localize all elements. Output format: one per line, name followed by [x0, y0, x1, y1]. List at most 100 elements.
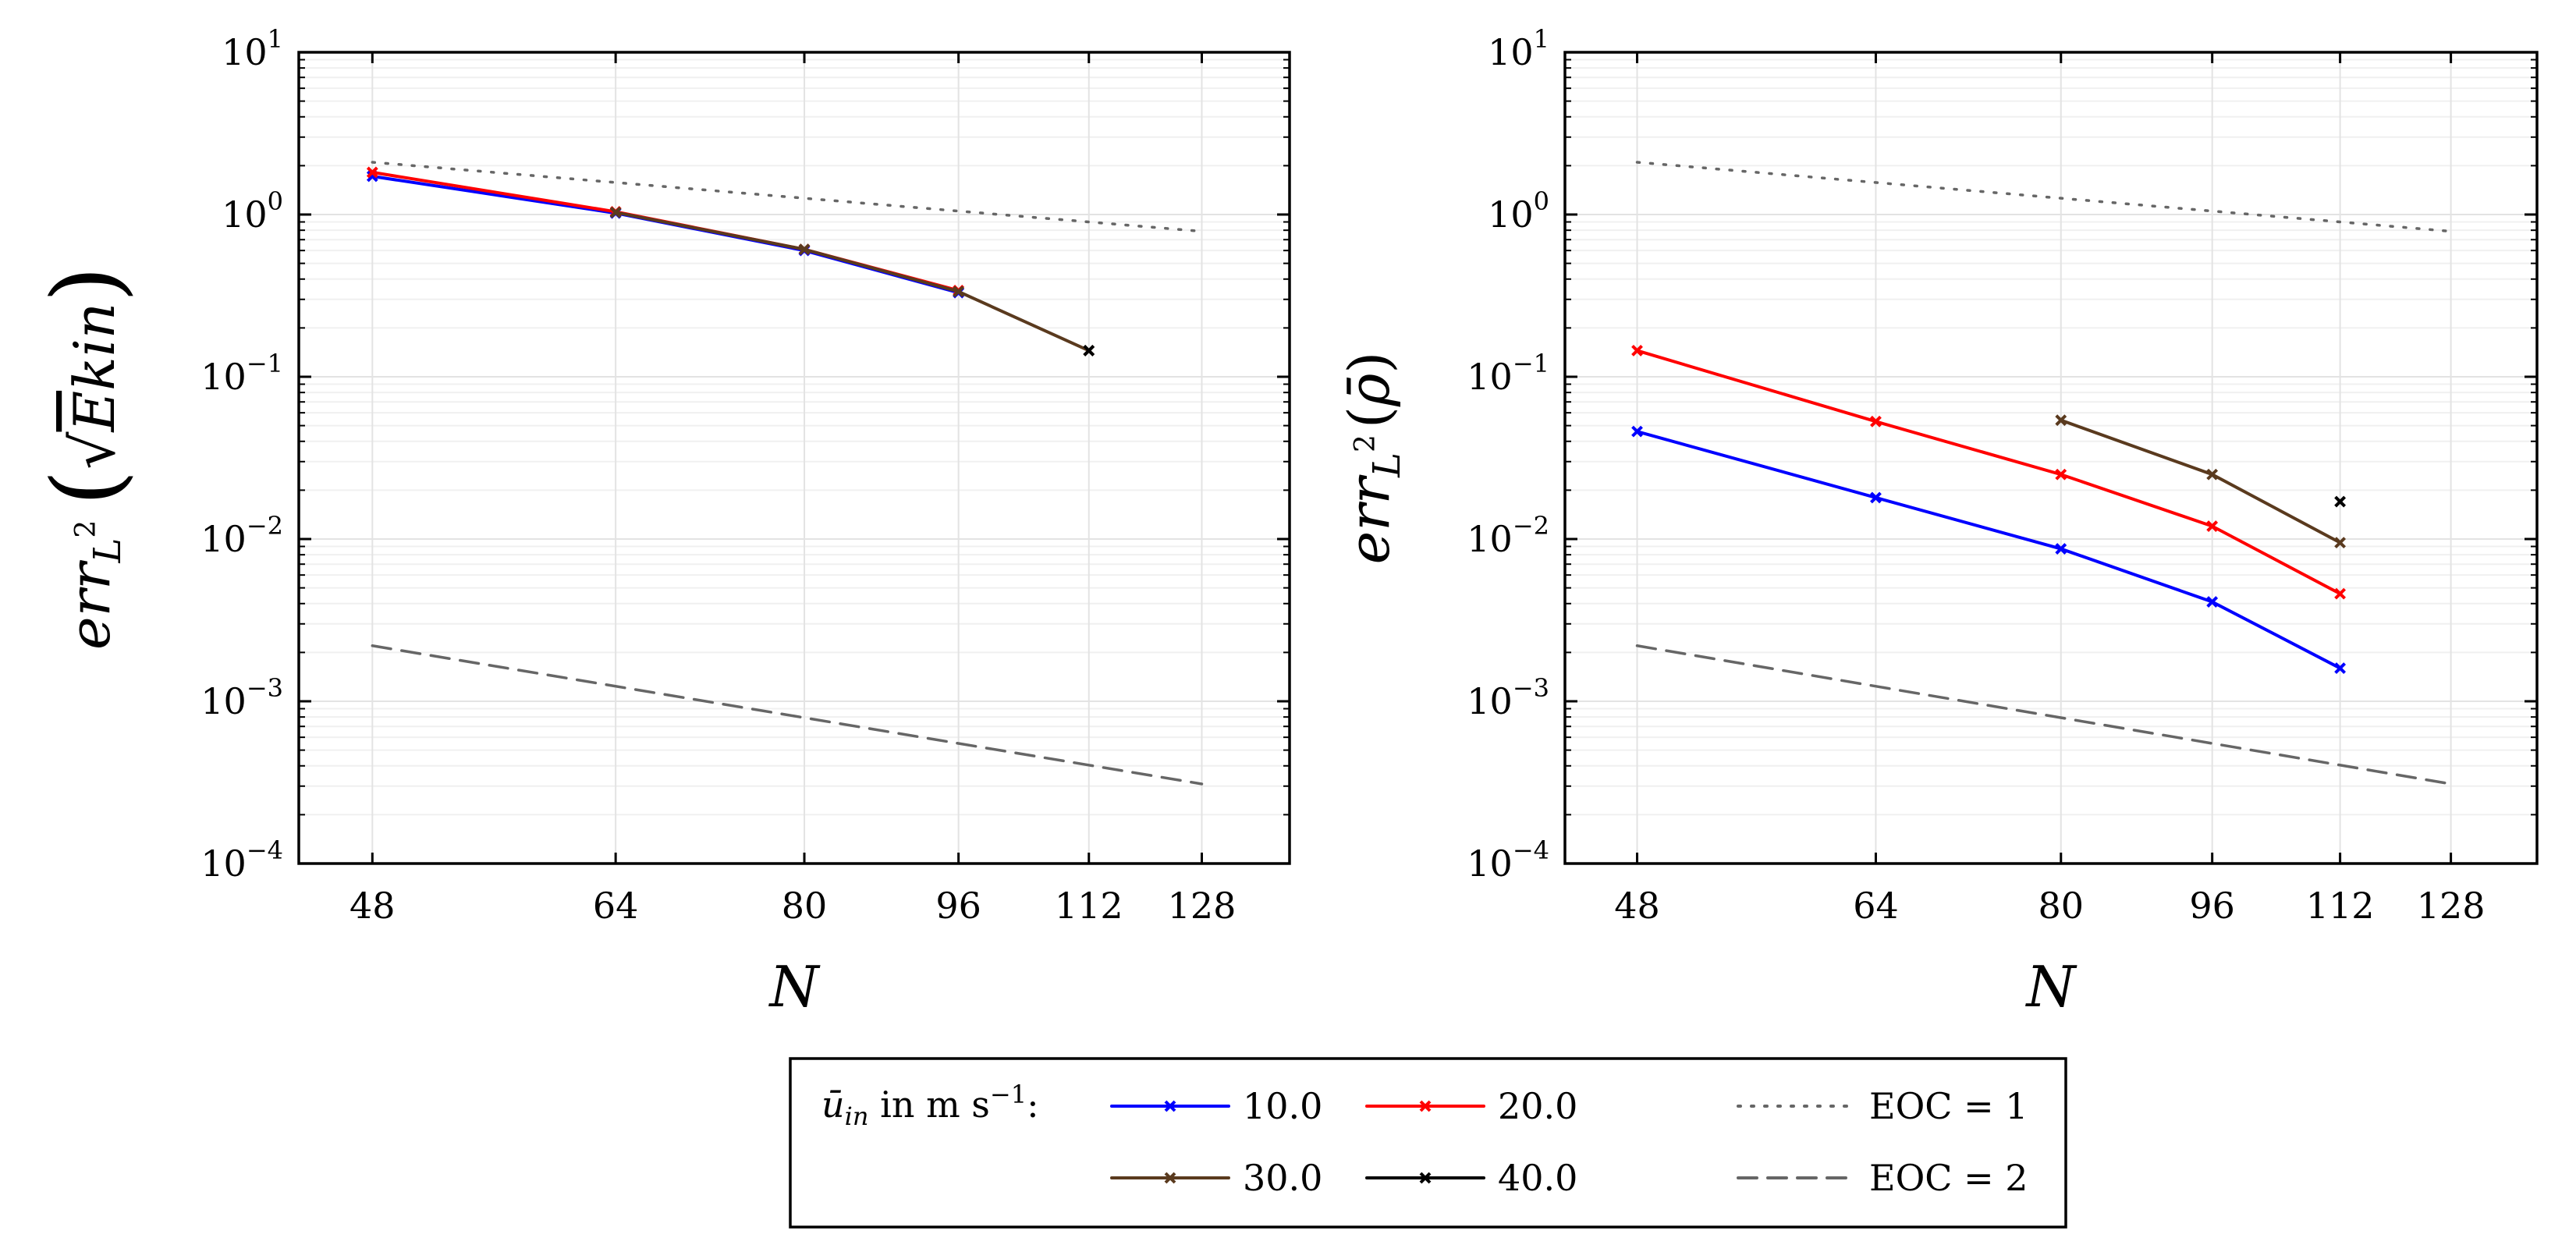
y-title-sub: L: [86, 538, 130, 564]
x-axis-title-left: N: [768, 954, 821, 1020]
data-point: [798, 243, 811, 256]
data-point: [609, 206, 622, 218]
reference-line-dashed: [371, 644, 1204, 786]
legend-title-colon: :: [1027, 1084, 1039, 1126]
y-title-sup: 2: [70, 520, 102, 538]
x-tick-label: 96: [935, 885, 981, 927]
x-tick-label: 48: [349, 885, 396, 927]
legend-entries: 10.0 20.0 EOC = 1 30.0 40.0 EOC = 2: [1110, 1085, 2028, 1199]
svg-text:errL2(√Ekin): errL2 (√Ekin): [33, 266, 141, 650]
data-point: [953, 286, 965, 298]
data-point: [2334, 537, 2347, 549]
y-tick-label: 10−2: [200, 511, 283, 560]
x-tick-label: 112: [1055, 885, 1123, 927]
plot-area-right: [1565, 52, 2537, 864]
legend-label: 20.0: [1498, 1085, 1577, 1127]
legend-marker: [1419, 1172, 1432, 1184]
legend-marker: [1164, 1100, 1176, 1112]
y-tick-label: 10−2: [1467, 511, 1549, 560]
y-title-sup: 2: [1350, 434, 1382, 452]
grid-right: [1565, 52, 2537, 864]
x-tick-label: 64: [1853, 885, 1899, 927]
y-tick-label: 10−1: [200, 349, 283, 398]
y-title-base: err: [57, 560, 122, 650]
data-point: [366, 166, 378, 179]
data-point: [2055, 414, 2067, 427]
legend-marker: [1419, 1100, 1432, 1112]
data-point: [1870, 415, 1882, 427]
y-axis-title-left: errL2 (√Ekin): [33, 266, 141, 650]
plot-frame-left: [297, 51, 1291, 865]
legend-label: 40.0: [1498, 1157, 1577, 1199]
panel-left: 48 64 80 96 112 128 101 100 10−1 10−2 10−3 10−4 N e…: [33, 24, 1291, 1020]
y-tick-label: 10−4: [200, 835, 283, 885]
data-point: [2334, 495, 2347, 508]
y-tick-label: 10−4: [1467, 835, 1549, 885]
legend-marker: [1164, 1172, 1176, 1184]
grid-left: [299, 52, 1290, 864]
legend-label: 10.0: [1243, 1085, 1322, 1127]
y-tick-label: 10−3: [1467, 673, 1549, 722]
data-point: [2206, 468, 2219, 481]
y-title-lparen: (: [33, 470, 141, 506]
x-tick-label: 96: [2189, 885, 2235, 927]
plot-frame-right: [1563, 51, 2539, 865]
x-tick-label: 48: [1614, 885, 1660, 927]
ticks-left: 48 64 80 96 112 128 101 100 10−1 10−2 10−3 10−4: [200, 24, 1290, 927]
data-point: [2055, 543, 2067, 555]
panel-right: 48 64 80 96 112 128 101 100 10−1 10−2 10−3 10−4 N e…: [1336, 24, 2539, 1020]
data-point: [1083, 345, 1095, 356]
y-title-sqrt: √: [59, 431, 128, 470]
y-tick-label: 10−3: [200, 673, 283, 722]
data-point: [2055, 468, 2067, 481]
y-axis-title-right: errL2 (ρ̄): [1336, 352, 1409, 565]
data-point: [1631, 425, 1643, 438]
reference-line-dashed: [1635, 644, 2453, 786]
series-line: [615, 211, 1090, 353]
y-title-rparen: ): [1336, 352, 1402, 374]
y-title-base: err: [1336, 474, 1402, 564]
legend-box: [789, 1057, 2067, 1229]
y-tick-label: 100: [222, 186, 283, 236]
y-tick-label: 101: [1488, 24, 1549, 73]
x-tick-label: 64: [593, 885, 639, 927]
series-left: [366, 166, 1095, 356]
y-title-rparen: ): [33, 266, 141, 303]
data-point: [2206, 520, 2219, 532]
data-point: [2334, 587, 2347, 600]
y-title-sub: L: [1365, 452, 1409, 478]
y-tick-label: 100: [1488, 186, 1549, 236]
x-tick-label: 112: [2306, 885, 2375, 927]
legend-label: EOC = 1: [1869, 1085, 2028, 1127]
data-point: [1870, 491, 1882, 504]
x-tick-label: 80: [782, 885, 828, 927]
svg-text:errL2(ρ̄): errL2 (ρ̄): [1336, 352, 1409, 565]
legend-title-sub: in: [845, 1101, 869, 1131]
y-title-arg-sub: kin: [62, 303, 127, 391]
y-tick-label: 10−1: [1467, 349, 1549, 398]
data-point: [2206, 596, 2219, 608]
x-tick-label: 128: [1168, 885, 1237, 927]
y-title-arg: ρ̄: [1336, 374, 1402, 407]
legend-title-exp: −1: [990, 1080, 1027, 1109]
x-tick-label: 80: [2038, 885, 2085, 927]
legend-label: 30.0: [1243, 1157, 1322, 1199]
y-title-arg-bar: E: [62, 391, 127, 434]
y-tick-label: 101: [222, 24, 283, 73]
legend-title: ūin in m s−1:: [821, 1080, 1039, 1131]
data-point: [1631, 345, 1643, 356]
ticks-right: 48 64 80 96 112 128 101 100 10−1 10−2 10−3 10−4: [1467, 24, 2537, 927]
legend-label: EOC = 2: [1869, 1157, 2028, 1199]
legend-title-text: in m s: [868, 1084, 989, 1126]
data-point: [2334, 662, 2347, 674]
legend: ūin in m s−1: 10.0 20.0 EOC = 1 30.0 40.0 EOC…: [789, 1057, 2067, 1229]
y-title-lparen: (: [1336, 406, 1402, 428]
reference-lines-right: [1635, 161, 2453, 786]
series-right: [1631, 345, 2347, 674]
x-axis-title-right: N: [2025, 954, 2078, 1020]
legend-title-symbol: ū: [821, 1084, 845, 1126]
plot-area-left: [299, 52, 1290, 864]
reference-lines-left: [371, 161, 1204, 786]
x-tick-label: 128: [2417, 885, 2486, 927]
